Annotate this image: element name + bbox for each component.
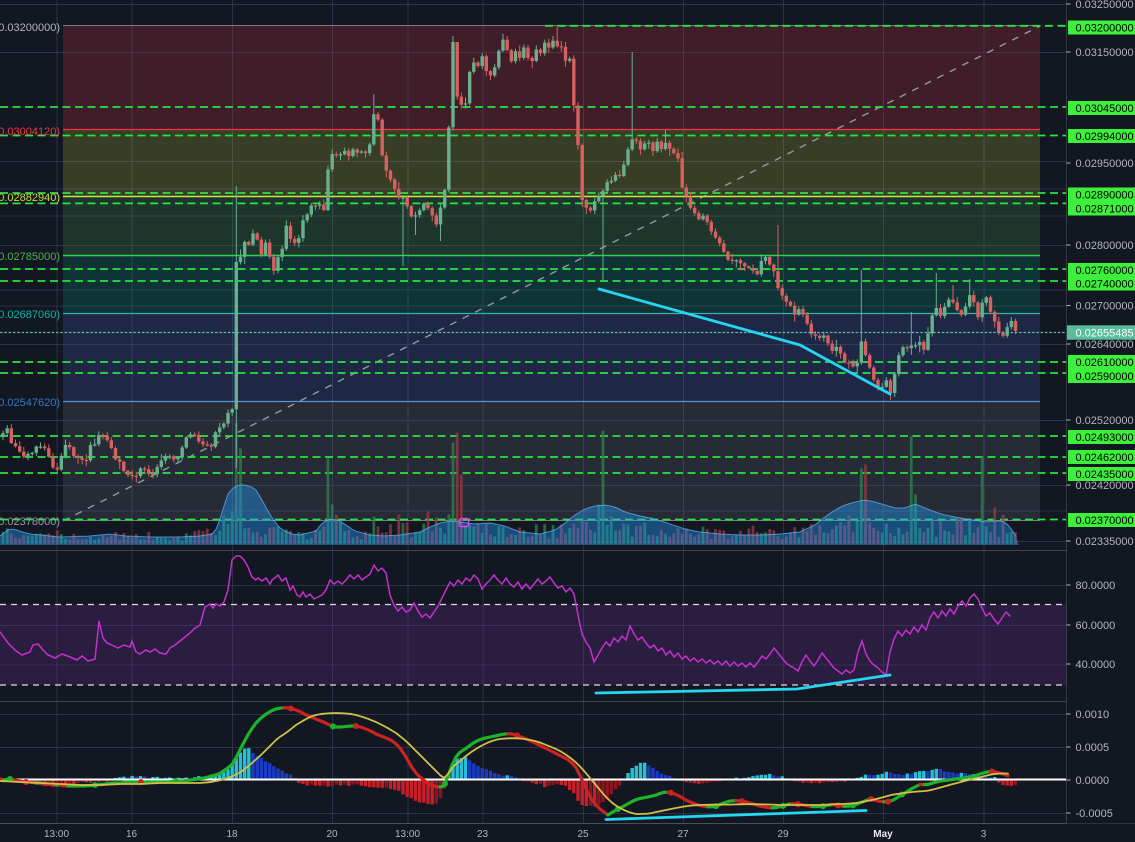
svg-text:0.02871000: 0.02871000 bbox=[1076, 204, 1134, 216]
svg-text:29: 29 bbox=[777, 829, 789, 840]
svg-text:3: 3 bbox=[981, 829, 987, 840]
svg-text:13:00: 13:00 bbox=[395, 829, 420, 840]
svg-text:0.02590000: 0.02590000 bbox=[1076, 371, 1134, 383]
svg-text:0.02435000: 0.02435000 bbox=[1076, 469, 1134, 481]
svg-text:0.02882940): 0.02882940) bbox=[0, 192, 60, 204]
svg-text:0.02760000: 0.02760000 bbox=[1076, 265, 1134, 277]
svg-text:-0.0005: -0.0005 bbox=[1076, 808, 1113, 820]
svg-text:0.03045000: 0.03045000 bbox=[1076, 103, 1134, 115]
svg-text:0.02800000: 0.02800000 bbox=[1076, 240, 1134, 252]
svg-text:0.03250000: 0.03250000 bbox=[1076, 0, 1134, 11]
svg-text:23: 23 bbox=[477, 829, 489, 840]
svg-text:0.0005: 0.0005 bbox=[1076, 742, 1110, 754]
svg-text:0.03004120): 0.03004120) bbox=[0, 126, 60, 138]
svg-text:20: 20 bbox=[326, 829, 338, 840]
svg-text:40.0000: 40.0000 bbox=[1076, 659, 1116, 671]
svg-text:0.0010: 0.0010 bbox=[1076, 709, 1110, 721]
svg-text:0.02950000: 0.02950000 bbox=[1076, 158, 1134, 170]
svg-text:80.0000: 80.0000 bbox=[1076, 580, 1116, 592]
svg-text:0.02994000: 0.02994000 bbox=[1076, 131, 1134, 143]
svg-text:0.02370000: 0.02370000 bbox=[1076, 515, 1134, 527]
svg-text:May: May bbox=[873, 829, 893, 840]
svg-text:0.02378000): 0.02378000) bbox=[0, 516, 60, 528]
svg-text:0.02547620): 0.02547620) bbox=[0, 397, 60, 409]
svg-text:0.02655485: 0.02655485 bbox=[1076, 328, 1134, 340]
svg-text:0.0000: 0.0000 bbox=[1076, 775, 1110, 787]
svg-text:0.02740000: 0.02740000 bbox=[1076, 279, 1134, 291]
svg-text:0.02890000: 0.02890000 bbox=[1076, 190, 1134, 202]
svg-text:13:00: 13:00 bbox=[44, 829, 69, 840]
svg-text:0.02493000: 0.02493000 bbox=[1076, 432, 1134, 444]
svg-text:0.03200000): 0.03200000) bbox=[0, 22, 60, 34]
svg-text:0.02335000: 0.02335000 bbox=[1076, 536, 1134, 548]
svg-text:60.0000: 60.0000 bbox=[1076, 620, 1116, 632]
svg-text:0.02687060): 0.02687060) bbox=[0, 309, 60, 321]
svg-text:16: 16 bbox=[126, 829, 138, 840]
svg-text:0.02462000: 0.02462000 bbox=[1076, 452, 1134, 464]
svg-text:0.03150000: 0.03150000 bbox=[1076, 47, 1134, 59]
svg-text:27: 27 bbox=[677, 829, 689, 840]
svg-text:0.02520000: 0.02520000 bbox=[1076, 415, 1134, 427]
svg-text:25: 25 bbox=[577, 829, 589, 840]
svg-text:0.02420000: 0.02420000 bbox=[1076, 480, 1134, 492]
svg-text:18: 18 bbox=[226, 829, 238, 840]
svg-text:0.02785000): 0.02785000) bbox=[0, 251, 60, 263]
svg-text:0.03200000: 0.03200000 bbox=[1076, 23, 1134, 35]
svg-text:0.02640000: 0.02640000 bbox=[1076, 339, 1134, 351]
svg-text:0.02610000: 0.02610000 bbox=[1076, 357, 1134, 369]
svg-text:0.02700000: 0.02700000 bbox=[1076, 301, 1134, 313]
